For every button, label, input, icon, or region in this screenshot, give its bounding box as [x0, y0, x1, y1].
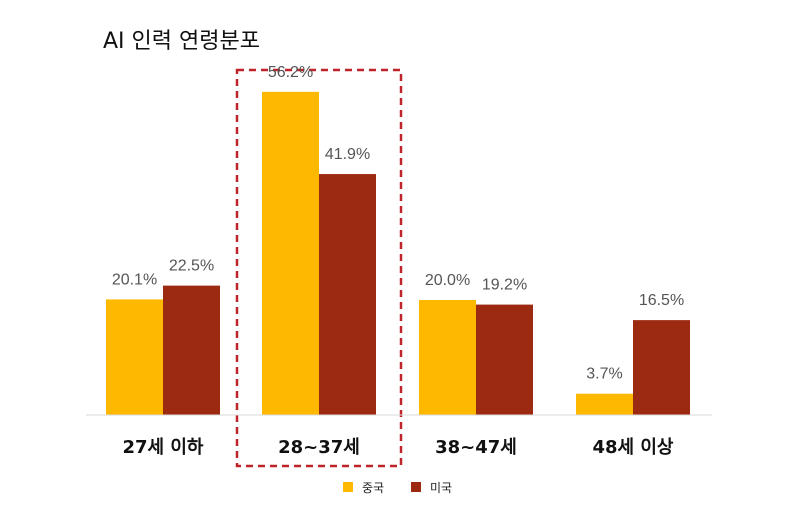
- highlight-box: [235, 68, 403, 468]
- data-label-usa-2: 41.9%: [325, 146, 370, 163]
- legend-label-china: 중국: [362, 481, 384, 495]
- data-label-china-3: 20.0%: [425, 272, 470, 289]
- category-label-2: 28~37세: [278, 437, 360, 458]
- bar-usa-3: [476, 304, 533, 415]
- bar-usa-1: [163, 285, 220, 415]
- legend: 중국 미국: [343, 481, 452, 495]
- category-label-3: 38~47세: [435, 437, 517, 458]
- legend-swatch-china: [343, 482, 353, 492]
- legend-label-usa: 미국: [430, 481, 452, 495]
- bar-china-3: [419, 300, 476, 415]
- bar-china-1: [106, 299, 163, 415]
- data-label-china-1: 20.1%: [112, 271, 157, 288]
- category-label-4: 48세 이상: [593, 437, 674, 458]
- bar-usa-4: [633, 320, 690, 415]
- bar-china-4: [576, 393, 633, 415]
- bar-usa-2: [319, 174, 376, 415]
- chart-title: AI 인력 연령분포: [103, 29, 260, 54]
- bar-china-2: [262, 91, 319, 415]
- data-label-china-4: 3.7%: [586, 366, 622, 383]
- data-label-usa-3: 19.2%: [482, 277, 527, 294]
- data-label-usa-1: 22.5%: [169, 258, 214, 275]
- data-label-usa-4: 16.5%: [639, 292, 684, 309]
- legend-swatch-usa: [411, 482, 421, 492]
- category-label-1: 27세 이하: [123, 437, 204, 458]
- data-label-china-2: 56.2%: [268, 64, 313, 81]
